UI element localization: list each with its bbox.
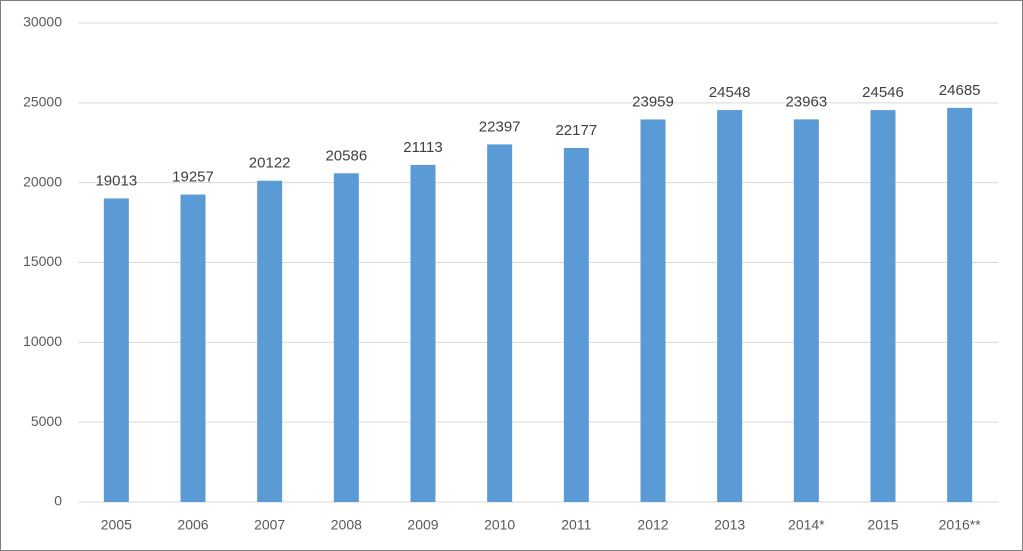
x-tick-label: 2012 bbox=[637, 517, 668, 533]
x-tick-label: 2014* bbox=[788, 517, 825, 533]
bar bbox=[487, 144, 513, 502]
y-tick-label: 30000 bbox=[23, 14, 62, 30]
y-tick-label: 20000 bbox=[23, 173, 62, 189]
x-tick-label: 2013 bbox=[714, 517, 745, 533]
y-tick-label: 5000 bbox=[31, 413, 62, 429]
data-label: 23963 bbox=[785, 93, 827, 110]
bar bbox=[947, 107, 973, 503]
data-label: 23959 bbox=[632, 93, 674, 110]
bar bbox=[563, 147, 589, 502]
data-label: 22177 bbox=[555, 122, 597, 139]
data-label: 20586 bbox=[325, 147, 367, 164]
data-label: 21113 bbox=[403, 139, 443, 156]
x-tick-label: 2010 bbox=[484, 517, 515, 533]
x-tick-label: 2016** bbox=[939, 517, 982, 533]
y-tick-label: 10000 bbox=[23, 333, 62, 349]
bar bbox=[410, 164, 436, 503]
x-tick-label: 2007 bbox=[254, 517, 285, 533]
bar bbox=[333, 173, 359, 503]
data-label: 24685 bbox=[939, 82, 981, 99]
bar bbox=[180, 194, 206, 502]
y-tick-label: 0 bbox=[54, 493, 62, 509]
data-label: 24548 bbox=[709, 84, 751, 101]
x-tick-label: 2008 bbox=[331, 517, 362, 533]
bar bbox=[640, 119, 666, 502]
bar bbox=[717, 110, 743, 503]
x-tick-label: 2005 bbox=[101, 517, 132, 533]
x-tick-label: 2011 bbox=[561, 517, 591, 533]
y-tick-label: 25000 bbox=[23, 94, 62, 110]
data-label: 20122 bbox=[249, 155, 291, 172]
bar bbox=[257, 180, 283, 502]
data-label: 19013 bbox=[95, 172, 137, 189]
y-tick-label: 15000 bbox=[23, 253, 62, 269]
data-label: 19257 bbox=[172, 168, 214, 185]
data-label: 24546 bbox=[862, 84, 904, 101]
bar bbox=[870, 110, 896, 502]
bar bbox=[103, 198, 129, 502]
bar bbox=[793, 119, 819, 502]
x-tick-label: 2009 bbox=[407, 517, 438, 533]
x-tick-label: 2015 bbox=[867, 517, 898, 533]
x-tick-label: 2006 bbox=[177, 517, 208, 533]
data-label: 22397 bbox=[479, 118, 521, 135]
